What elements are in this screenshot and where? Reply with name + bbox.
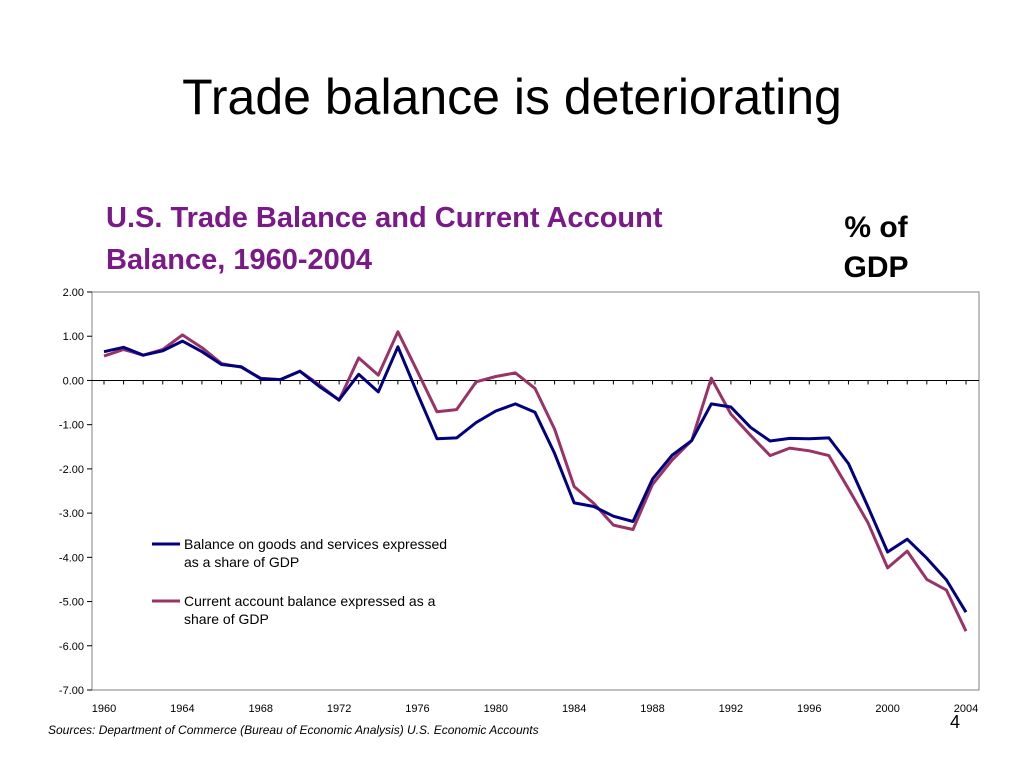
x-tick-label: 1984 <box>562 703 586 715</box>
legend-label-line2: as a share of GDP <box>184 554 299 570</box>
x-tick-label: 1992 <box>719 703 743 715</box>
y-tick-label: -5.00 <box>59 597 84 609</box>
unit-note: % of GDP <box>820 208 932 288</box>
legend-label-line1: Balance on goods and services expressed <box>184 536 447 552</box>
y-tick-label: -4.00 <box>59 552 84 564</box>
page-number: 4 <box>950 712 961 732</box>
x-tick-label: 1988 <box>640 703 664 715</box>
x-tick-label: 1980 <box>484 703 508 715</box>
legend: Balance on goods and services expressed a… <box>152 536 447 627</box>
x-tick-label: 1960 <box>92 703 116 715</box>
unit-note-line1: % of <box>844 211 908 244</box>
x-tick-label: 1968 <box>248 703 272 715</box>
y-tick-label: -3.00 <box>59 508 84 520</box>
x-tick-label: 1996 <box>797 703 821 715</box>
y-tick-label: 0.00 <box>63 375 84 387</box>
plot-area <box>91 291 980 691</box>
series-layer <box>103 330 968 632</box>
chart-title: U.S. Trade Balance and Current Account B… <box>106 197 796 281</box>
slide-title: Trade balance is deteriorating <box>182 69 842 125</box>
y-tick-label: 1.00 <box>63 331 84 343</box>
y-tick-label: -1.00 <box>59 420 84 432</box>
unit-note-line2: GDP <box>843 251 909 284</box>
y-tick-label: -6.00 <box>59 641 84 653</box>
y-tick-label: 2.00 <box>63 287 84 299</box>
chart-title-line1: U.S. Trade Balance and Current Account <box>106 202 663 234</box>
series-current-account-line <box>103 330 968 632</box>
y-tick-label: -2.00 <box>59 464 84 476</box>
legend-label-line1: Current account balance expressed as a <box>184 593 436 609</box>
chart-title-line2: Balance, 1960-2004 <box>106 244 373 276</box>
series-goods-services-line <box>103 339 968 613</box>
sources-note: Sources: Department of Commerce (Bureau … <box>48 723 539 737</box>
x-tick-label: 1976 <box>405 703 429 715</box>
x-tick-label: 2004 <box>954 703 978 715</box>
legend-label-line2: share of GDP <box>184 611 269 627</box>
x-tick-label: 1964 <box>170 703 194 715</box>
x-tick-label: 1972 <box>327 703 351 715</box>
y-tick-label: -7.00 <box>59 685 84 697</box>
x-axis: 1960 1964 1968 1972 1976 1980 1984 1988 1992 1996… <box>92 379 979 715</box>
x-tick-label: 2000 <box>875 703 899 715</box>
y-axis: 2.00 1.00 0.00 -1.00 -2.00 -3.00 -4.00 -5.00 -6.… <box>59 287 92 697</box>
